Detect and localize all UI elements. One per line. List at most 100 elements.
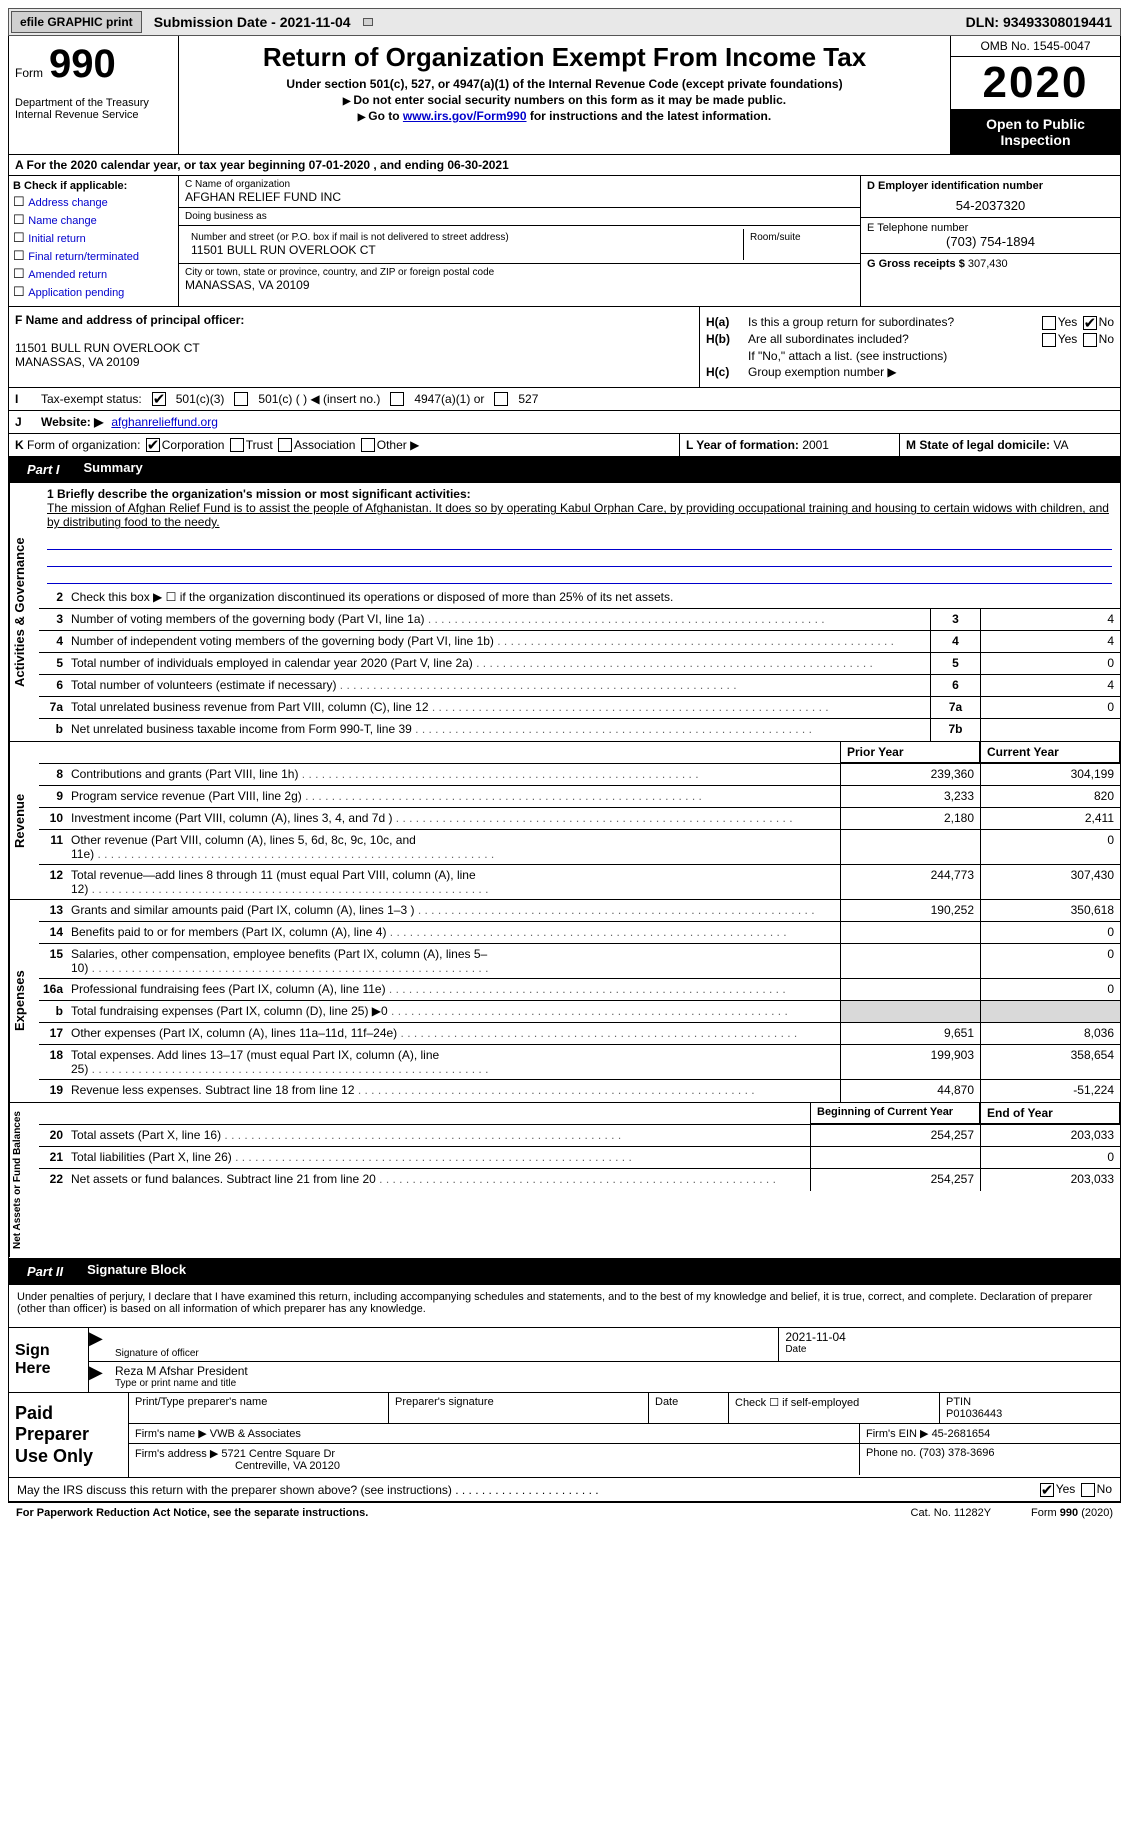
ln-7b: b <box>39 719 67 741</box>
firm-label: Firm's name ▶ <box>135 1428 207 1440</box>
ein-label2: Firm's EIN ▶ <box>866 1428 929 1440</box>
chk-application-pending[interactable]: Application pending <box>13 284 174 300</box>
h-b-no-checkbox[interactable] <box>1083 333 1097 347</box>
py-16a <box>840 979 980 1000</box>
discuss-yes-checkbox[interactable] <box>1040 1483 1054 1497</box>
row-11: 11 Other revenue (Part VIII, column (A),… <box>39 830 1120 865</box>
row-b: b Total fundraising expenses (Part IX, c… <box>39 1001 1120 1023</box>
chk-final-return[interactable]: Final return/terminated <box>13 248 174 264</box>
sign-date-label: Date <box>785 1344 1114 1355</box>
toolbar-spacer-button[interactable] <box>363 18 373 26</box>
efile-print-button[interactable]: efile GRAPHIC print <box>11 11 142 33</box>
ln-16a: 16a <box>39 979 67 1000</box>
chk-other[interactable] <box>361 438 375 452</box>
tab-expenses: Expenses <box>9 900 39 1102</box>
chk-initial-return[interactable]: Initial return <box>13 230 174 246</box>
prep-date-hdr: Date <box>649 1393 729 1423</box>
cy-22: 203,033 <box>980 1169 1120 1191</box>
penalty-statement: Under penalties of perjury, I declare th… <box>8 1285 1121 1328</box>
opt-501c: 501(c) ( ) ◀ (insert no.) <box>258 392 380 406</box>
col-prior-year: Prior Year <box>840 742 980 763</box>
discuss-q: May the IRS discuss this return with the… <box>17 1483 599 1497</box>
opt-corp: Corporation <box>162 438 225 452</box>
chk-corporation[interactable] <box>146 438 160 452</box>
py-21 <box>810 1147 980 1168</box>
form990-link[interactable]: www.irs.gov/Form990 <box>403 109 527 123</box>
street-value: 11501 BULL RUN OVERLOOK CT <box>191 243 376 257</box>
chk-amended-return[interactable]: Amended return <box>13 266 174 282</box>
box-6: 6 <box>930 675 980 696</box>
officer-addr1: 11501 BULL RUN OVERLOOK CT <box>15 341 200 355</box>
department-label: Department of the Treasury Internal Reve… <box>15 97 172 121</box>
signature-cell[interactable]: Signature of officer <box>109 1328 779 1361</box>
txt-7b: Net unrelated business taxable income fr… <box>67 719 930 741</box>
discuss-no-checkbox[interactable] <box>1081 1483 1095 1497</box>
py-9: 3,233 <box>840 786 980 807</box>
chk-trust[interactable] <box>230 438 244 452</box>
firm-addr-label: Firm's address ▶ <box>135 1448 218 1460</box>
chk-501c3[interactable] <box>152 392 166 406</box>
row-10: 10 Investment income (Part VIII, column … <box>39 808 1120 830</box>
chk-association[interactable] <box>278 438 292 452</box>
box-e: E Telephone number (703) 754-1894 <box>861 218 1120 254</box>
h-b-tag: H(b) <box>706 332 748 346</box>
box-7b: 7b <box>930 719 980 741</box>
py-b <box>840 1001 980 1022</box>
txt-16a: Professional fundraising fees (Part IX, … <box>67 979 840 1000</box>
py-10: 2,180 <box>840 808 980 829</box>
py-8: 239,360 <box>840 764 980 785</box>
tab-net-assets: Net Assets or Fund Balances <box>9 1103 39 1257</box>
officer-name-cell: Reza M Afshar President Type or print na… <box>109 1362 1120 1391</box>
row-14: 14 Benefits paid to or for members (Part… <box>39 922 1120 944</box>
chk-name-change[interactable]: Name change <box>13 212 174 228</box>
h-c-row: H(c) Group exemption number ▶ <box>706 365 1114 379</box>
chk-501c[interactable] <box>234 392 248 406</box>
line-m: M State of legal domicile: VA <box>900 434 1120 457</box>
ein-label: D Employer identification number <box>867 180 1114 192</box>
h-a-tag: H(a) <box>706 315 748 329</box>
website-link[interactable]: afghanrelieffund.org <box>111 415 218 429</box>
py-17: 9,651 <box>840 1023 980 1044</box>
ln-2: 2 <box>39 587 67 608</box>
val-4: 4 <box>980 631 1120 652</box>
cy-13: 350,618 <box>980 900 1120 921</box>
form-header: Form 990 Department of the Treasury Inte… <box>8 36 1121 155</box>
m-value: VA <box>1053 438 1068 452</box>
sign-date: 2021-11-04 <box>785 1330 1114 1344</box>
py-12: 244,773 <box>840 865 980 899</box>
penalty-text: Under penalties of perjury, I declare th… <box>17 1291 1112 1315</box>
prep-header-row: Print/Type preparer's name Preparer's si… <box>129 1393 1120 1424</box>
line-l: L Year of formation: 2001 <box>680 434 900 457</box>
opt-other: Other ▶ <box>377 438 420 452</box>
entity-block: B Check if applicable: Address change Na… <box>8 176 1121 307</box>
h-b-row: H(b) Are all subordinates included? Yes … <box>706 332 1114 347</box>
l-value: 2001 <box>802 438 829 452</box>
header-center: Return of Organization Exempt From Incom… <box>179 36 950 154</box>
open-to-public: Open to Public Inspection <box>951 110 1120 154</box>
firm-ein-cell: Firm's EIN ▶ 45-2681654 <box>860 1424 1120 1443</box>
h-a-yes-checkbox[interactable] <box>1042 316 1056 330</box>
h-a-yn: Yes No <box>1040 315 1114 330</box>
h-a-no-checkbox[interactable] <box>1083 316 1097 330</box>
h-c-label: Group exemption number ▶ <box>748 365 897 379</box>
dba-label: Doing business as <box>185 211 854 222</box>
discuss-row: May the IRS discuss this return with the… <box>8 1478 1121 1502</box>
h-b-yes-checkbox[interactable] <box>1042 333 1056 347</box>
net-assets-body: Beginning of Current Year End of Year 20… <box>39 1103 1120 1257</box>
sign-arrow-1: ▶ <box>89 1328 109 1361</box>
chk-4947[interactable] <box>390 392 404 406</box>
txt-b: Total fundraising expenses (Part IX, col… <box>67 1001 840 1022</box>
row-17: 17 Other expenses (Part IX, column (A), … <box>39 1023 1120 1045</box>
txt-15: Salaries, other compensation, employee b… <box>67 944 840 978</box>
chk-address-change[interactable]: Address change <box>13 194 174 210</box>
val-7b <box>980 719 1120 741</box>
section-governance: Activities & Governance 1 Briefly descri… <box>8 483 1121 742</box>
part-1-header: Part I Summary <box>8 457 1121 483</box>
ln-14: 14 <box>39 922 67 943</box>
h-a-row: H(a) Is this a group return for subordin… <box>706 315 1114 330</box>
revenue-body: Prior Year Current Year 8 Contributions … <box>39 742 1120 899</box>
chk-527[interactable] <box>494 392 508 406</box>
i-tag: I <box>15 392 33 406</box>
firm-phone: (703) 378-3696 <box>919 1447 994 1459</box>
py-18: 199,903 <box>840 1045 980 1079</box>
